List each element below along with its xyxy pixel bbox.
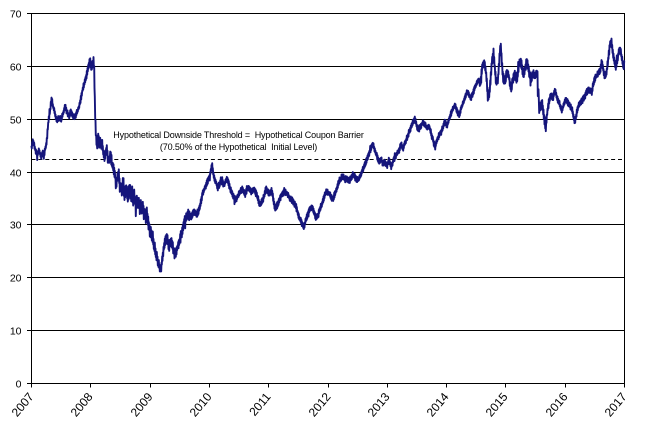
svg-text:(70.50% of the Hypothetical I: (70.50% of the Hypothetical Initial Leve…	[160, 142, 317, 152]
svg-text:20: 20	[10, 273, 22, 285]
svg-text:70: 70	[10, 9, 22, 21]
svg-text:10: 10	[10, 326, 22, 338]
svg-text:30: 30	[10, 220, 22, 232]
svg-text:0: 0	[16, 379, 22, 391]
svg-text:40: 40	[10, 168, 22, 180]
svg-text:50: 50	[10, 115, 22, 127]
svg-text:60: 60	[10, 62, 22, 74]
svg-text:Hypothetical Downside Threshol: Hypothetical Downside Threshold = Hypoth…	[113, 130, 364, 140]
